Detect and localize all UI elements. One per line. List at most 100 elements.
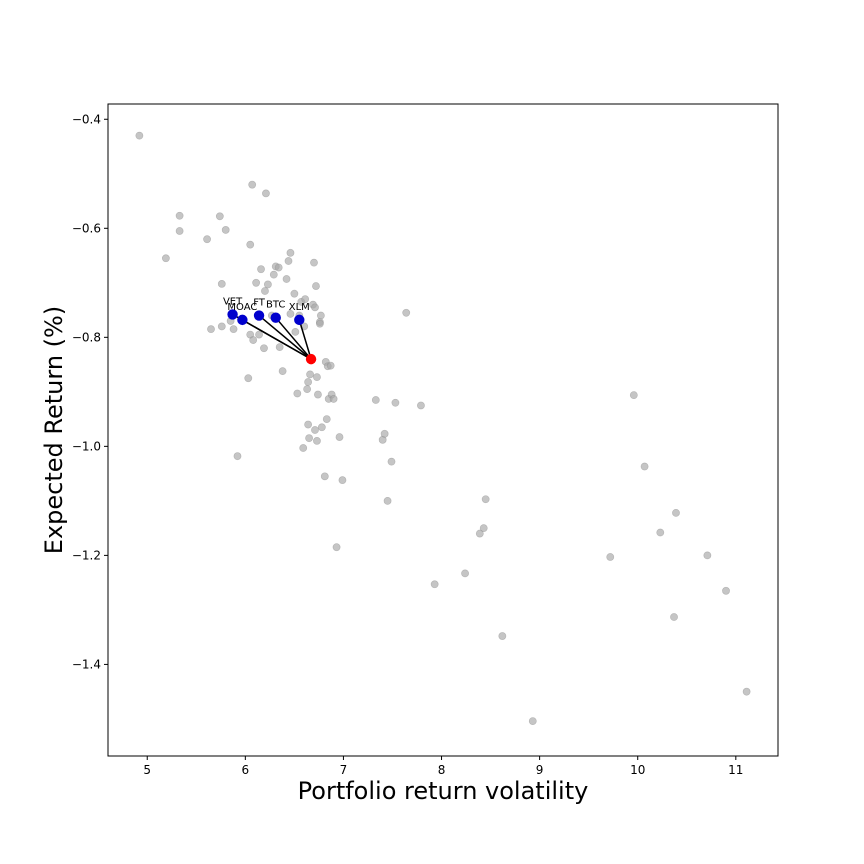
scatter-point (722, 586, 730, 595)
highlight-point-ft (253, 310, 265, 321)
annotation-moac: MOAC (227, 302, 257, 313)
scatter-point (332, 543, 341, 552)
scatter-point (329, 395, 338, 403)
scatter-point (282, 275, 291, 283)
scatter-point (317, 423, 326, 432)
y-axis-ticks: −0.4 −0.6 −0.8 −1.0 −1.2 −1.4 (72, 112, 108, 671)
scatter-point (175, 211, 184, 220)
scatter-point (606, 553, 615, 561)
scatter-point (315, 319, 324, 328)
scatter-point (326, 361, 335, 370)
scatter-point (215, 212, 224, 221)
annotation-xlm: XLM (289, 302, 310, 313)
scatter-point (475, 529, 484, 538)
scatter-point (203, 235, 211, 244)
scatter-point (269, 270, 278, 279)
scatter-point (479, 524, 488, 533)
scatter-point (304, 420, 313, 429)
scatter-point (286, 248, 295, 257)
scatter-point (221, 226, 230, 234)
scatter-point (742, 687, 751, 696)
scatter-point (335, 433, 344, 441)
scatter-point (320, 472, 329, 481)
scatter-point (217, 279, 226, 288)
scatter-point (313, 373, 321, 382)
scatter-point (313, 437, 321, 445)
scatter-point (672, 508, 680, 517)
scatter-point (461, 569, 469, 578)
scatter-point (338, 476, 347, 485)
plot-area (108, 104, 778, 756)
scatter-point (314, 390, 322, 399)
annotation-ft: FT (253, 298, 266, 309)
connector-line-btc (275, 317, 312, 360)
y-tick-label: −0.8 (72, 330, 101, 344)
scatter-point (260, 344, 268, 353)
scatter-point (286, 309, 295, 318)
selected-point (305, 353, 317, 365)
scatter-point (229, 325, 238, 334)
connector-line-xlm (298, 319, 312, 360)
connector-line-moac (242, 319, 312, 360)
highlight-point-vet (227, 309, 238, 320)
scatter-point (161, 254, 170, 263)
x-tick-label: 7 (340, 763, 348, 777)
x-axis-ticks: 5 6 7 8 9 10 11 (143, 756, 743, 777)
scatter-point (293, 389, 302, 398)
y-tick-label: −0.4 (72, 112, 101, 126)
scatter-point (248, 180, 257, 189)
scatter-point (656, 528, 665, 537)
highlight-point-moac (237, 314, 248, 326)
scatter-point (380, 429, 389, 438)
scatter-point (284, 257, 293, 265)
scatter-point (371, 396, 380, 404)
scatter-point (316, 311, 325, 320)
scatter-point (322, 415, 331, 423)
highlighted-points (227, 309, 305, 326)
scatter-point (311, 303, 319, 312)
scatter-point (217, 322, 226, 331)
scatter-point (304, 378, 313, 386)
scatter-point (274, 263, 283, 272)
x-axis-label: Portfolio return volatility (298, 777, 589, 805)
scatter-point (402, 308, 411, 317)
scatter-point (310, 258, 318, 267)
x-tick-label: 5 (143, 763, 151, 777)
scatter-point (430, 580, 439, 589)
scatter-point (257, 265, 265, 274)
plot-frame (107, 103, 779, 757)
scatter-point (528, 717, 537, 726)
y-tick-label: −1.0 (72, 439, 101, 453)
scatter-point (249, 336, 258, 344)
selected-point-group (305, 353, 317, 365)
scatter-point (301, 295, 310, 304)
annotation-btc: BTC (266, 300, 285, 311)
scatter-point (291, 327, 300, 336)
scatter-point (278, 367, 287, 376)
scatter-point (233, 452, 242, 461)
scatter-point (640, 462, 649, 471)
x-tick-label: 10 (630, 763, 645, 777)
scatter-point (255, 330, 263, 339)
x-tick-label: 8 (438, 763, 446, 777)
scatter-point (207, 325, 215, 334)
scatter-point (670, 613, 678, 621)
highlight-point-btc (270, 312, 281, 323)
scatter-point (175, 227, 184, 235)
y-tick-label: −1.2 (72, 548, 101, 562)
scatter-point (135, 131, 144, 140)
scatter-point (417, 401, 425, 410)
highlight-point-xlm (294, 314, 305, 326)
scatter-point (263, 280, 272, 289)
x-tick-label: 6 (242, 763, 250, 777)
scatter-point (305, 434, 313, 443)
scatter-point (303, 385, 312, 394)
scatter-point (252, 278, 261, 287)
scatter-point (262, 189, 270, 198)
scatter-point (306, 370, 314, 379)
scatter-point (246, 240, 255, 249)
scatter-point (703, 551, 712, 560)
scatter-point (387, 457, 396, 466)
